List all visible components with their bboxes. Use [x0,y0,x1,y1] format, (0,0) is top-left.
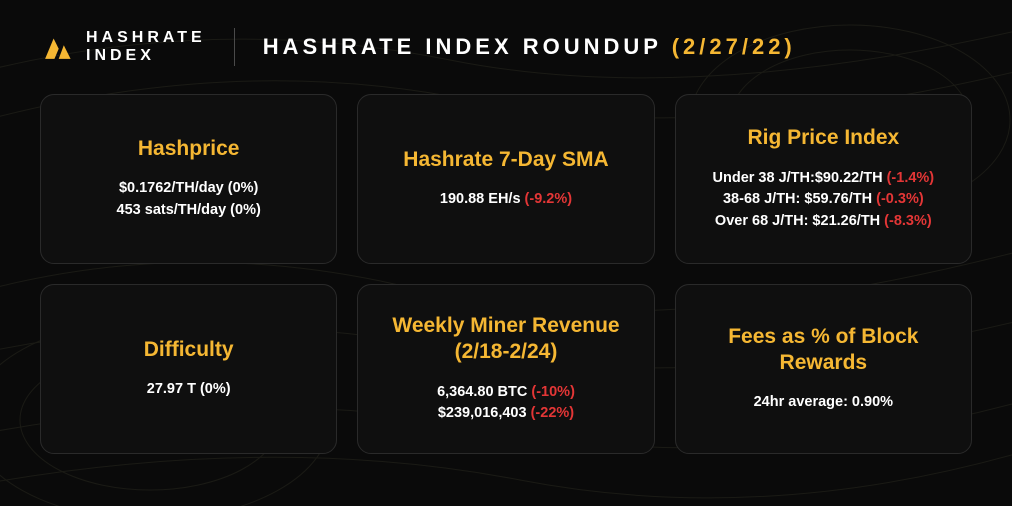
card-title: Difficulty [59,337,318,363]
card-title: Fees as % of Block Rewards [694,324,953,377]
logo-text-line1: HASHRATE [86,29,206,47]
card-title: Hashrate 7-Day SMA [376,147,635,173]
logo: HASHRATE INDEX [40,29,206,66]
card-difficulty: Difficulty 27.97 T (0%) [40,284,337,454]
card-grid: Hashprice $0.1762/TH/day (0%) 453 sats/T… [40,94,972,454]
card-line: 24hr average: 0.90% [694,392,953,414]
page-title: HASHRATE INDEX ROUNDUP (2/27/22) [263,34,796,60]
card-line: 453 sats/TH/day (0%) [59,200,318,222]
card-title: Rig Price Index [694,125,953,151]
card-fees: Fees as % of Block Rewards 24hr average:… [675,284,972,454]
card-line: 38-68 J/TH: $59.76/TH (-0.3%) [694,189,953,211]
logo-icon [40,30,74,64]
card-title: Hashprice [59,136,318,162]
logo-text-line2: INDEX [86,47,206,65]
card-line: 6,364.80 BTC (-10%) [376,382,635,404]
title-date: (2/27/22) [672,34,796,59]
card-line: Under 38 J/TH:$90.22/TH (-1.4%) [694,168,953,190]
card-line: $0.1762/TH/day (0%) [59,178,318,200]
card-line: 27.97 T (0%) [59,379,318,401]
card-line: $239,016,403 (-22%) [376,403,635,425]
card-hashprice: Hashprice $0.1762/TH/day (0%) 453 sats/T… [40,94,337,264]
card-line: Over 68 J/TH: $21.26/TH (-8.3%) [694,211,953,233]
logo-text: HASHRATE INDEX [86,29,206,66]
card-rig: Rig Price Index Under 38 J/TH:$90.22/TH … [675,94,972,264]
header-divider [234,28,235,66]
title-prefix: HASHRATE INDEX ROUNDUP [263,34,672,59]
card-sma: Hashrate 7-Day SMA 190.88 EH/s (-9.2%) [357,94,654,264]
card-title: Weekly Miner Revenue (2/18-2/24) [376,313,635,366]
header: HASHRATE INDEX HASHRATE INDEX ROUNDUP (2… [40,28,972,66]
card-revenue: Weekly Miner Revenue (2/18-2/24) 6,364.8… [357,284,654,454]
card-line: 190.88 EH/s (-9.2%) [376,189,635,211]
